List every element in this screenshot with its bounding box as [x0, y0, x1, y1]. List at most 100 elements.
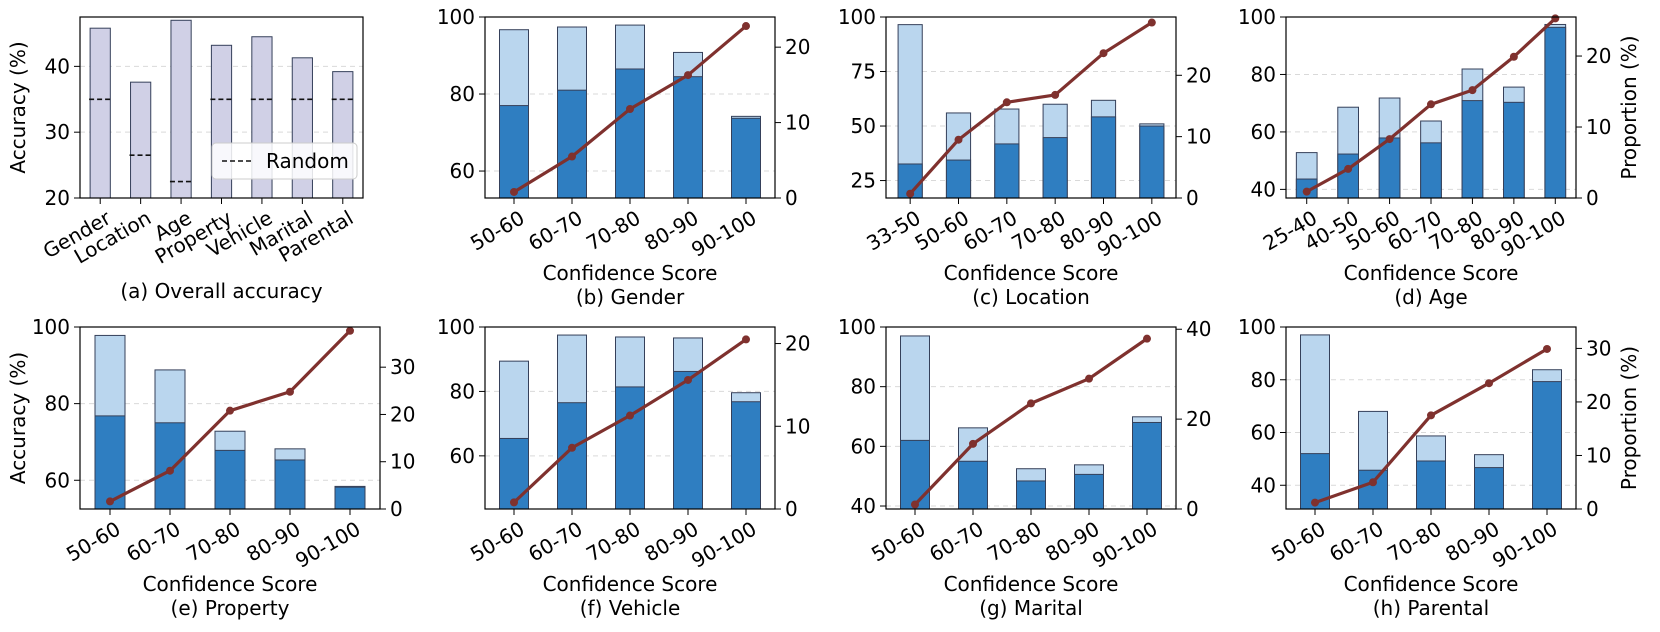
proportion-point	[1427, 411, 1435, 420]
bar-gender	[89, 27, 111, 199]
y-axis-title: Accuracy (%)	[6, 352, 30, 484]
x-axis-title: Confidence Score	[1344, 572, 1519, 596]
y2-tick-label: 20	[1186, 63, 1211, 87]
x-tick-label: 90-100	[1088, 517, 1161, 573]
bar-dark	[1090, 116, 1117, 199]
x-tick-label: 70-80	[182, 517, 244, 567]
legend-box	[211, 142, 358, 180]
y2-tick-label: 0	[785, 186, 798, 210]
proportion-point	[742, 335, 750, 344]
proportion-point	[684, 71, 692, 80]
proportion-point	[1485, 379, 1493, 388]
proportion-point	[226, 406, 234, 415]
x-tick-label: 50-60	[867, 517, 929, 567]
panel-caption: (d) Age	[1394, 285, 1467, 309]
y2-tick-label: 40	[1186, 317, 1211, 341]
bar-dark	[1358, 469, 1388, 510]
panel-caption: (f) Vehicle	[580, 596, 681, 620]
x-tick-label: 50-60	[466, 517, 528, 567]
x-tick-label: 70-80	[1383, 517, 1445, 567]
y-tick-label: 80	[45, 392, 70, 416]
chart-panel-h: 0 10 20 30 Proportion (%) 40 60 80 100 50-6060-70…	[1238, 315, 1641, 620]
bar-dark	[557, 89, 587, 199]
bar-dark	[994, 143, 1020, 199]
y2-tick-label: 10	[785, 111, 810, 135]
proportion-point	[1302, 187, 1311, 196]
bar-dark	[673, 76, 703, 199]
y-tick-label: 60	[1251, 120, 1276, 144]
y2-tick-label: 30	[390, 355, 415, 379]
y-tick-label: 60	[1251, 421, 1276, 445]
y-tick-label: 25	[851, 169, 876, 193]
y-tick-label: 60	[450, 159, 475, 183]
x-axis-title: Confidence Score	[543, 572, 718, 596]
chart-panel-b: 01020608010050-6060-7070-8080-9090-100Co…	[437, 5, 811, 309]
proportion-point	[1027, 399, 1035, 408]
proportion-line	[908, 21, 1153, 195]
x-tick-label: 60-70	[524, 517, 586, 567]
x-tick-label: 50-60	[62, 517, 124, 567]
proportion-point	[1344, 164, 1353, 173]
proportion-point	[1385, 135, 1394, 144]
x-tick-label: 90-100	[687, 206, 760, 262]
bar-dark	[274, 459, 306, 510]
x-tick-label: 70-80	[1007, 206, 1069, 256]
proportion-point	[166, 466, 174, 475]
y2-tick-label: 0	[390, 497, 403, 521]
proportion-point	[1509, 52, 1518, 61]
chart-panel-c: 0102025507510033-5050-6060-7070-8080-909…	[838, 5, 1212, 309]
bar-dark	[94, 415, 126, 510]
x-tick-label: 70-80	[582, 517, 644, 567]
y2-tick-label: 20	[785, 332, 810, 356]
y2-tick-label: 10	[390, 450, 415, 474]
y2-tick-label: 20	[1186, 407, 1211, 431]
proportion-point	[1427, 100, 1435, 109]
x-tick-label: 90-100	[687, 517, 760, 573]
bar-dark	[958, 460, 988, 510]
bar-dark	[499, 105, 529, 199]
y-tick-label: 40	[45, 54, 70, 78]
proportion-point	[1085, 374, 1093, 383]
y-axis-title-right: Proportion (%)	[1617, 346, 1641, 490]
proportion-point	[1551, 14, 1560, 23]
bar-dark	[1474, 467, 1504, 510]
x-tick-label: 60-70	[1325, 517, 1387, 567]
proportion-point	[1002, 98, 1011, 107]
x-tick-label: 60-70	[524, 206, 586, 256]
panel-caption: (h) Parental	[1373, 596, 1489, 620]
y-tick-label: 100	[1238, 5, 1276, 29]
bar-dark	[1420, 142, 1442, 199]
y-tick-label: 40	[1251, 177, 1276, 201]
x-tick-label: 90-100	[1488, 517, 1561, 573]
panel-caption: (c) Location	[972, 285, 1090, 309]
bar-age	[170, 19, 192, 199]
bar-dark	[1378, 137, 1401, 199]
bar-dark	[1042, 137, 1068, 199]
x-tick-label: 70-80	[582, 206, 644, 256]
y2-tick-label: 20	[785, 35, 810, 59]
proportion-point	[346, 326, 354, 335]
panel-caption: (a) Overall accuracy	[120, 279, 322, 303]
bar-dark	[1503, 101, 1525, 199]
y2-tick-label: 10	[785, 414, 810, 438]
y2-tick-label: 0	[1586, 186, 1599, 210]
y-tick-label: 100	[437, 5, 475, 29]
bar-dark	[1416, 460, 1446, 510]
bar-dark	[615, 68, 645, 199]
x-axis-title: Confidence Score	[143, 572, 318, 596]
bar-dark	[1132, 421, 1162, 510]
y-tick-label: 100	[838, 315, 876, 339]
x-axis-title: Confidence Score	[944, 261, 1119, 285]
proportion-point	[510, 498, 518, 507]
y-tick-label: 40	[851, 494, 876, 518]
y2-tick-label: 20	[1586, 390, 1611, 414]
proportion-point	[954, 135, 963, 144]
y-tick-label: 30	[45, 120, 70, 144]
bar-dark	[731, 401, 761, 510]
y2-tick-label: 10	[1586, 115, 1611, 139]
proportion-point	[1147, 18, 1156, 27]
bar-dark	[214, 449, 246, 510]
y2-tick-label: 10	[1186, 125, 1211, 149]
